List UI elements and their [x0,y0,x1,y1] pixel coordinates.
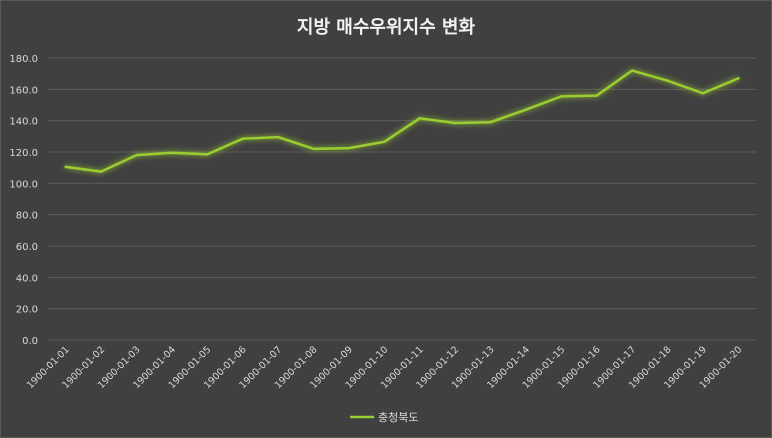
data-point [666,79,669,82]
data-point [241,137,244,140]
series-line [64,69,740,173]
data-point [170,151,174,154]
chart-title: 지방 매수우위지수 변화 [297,17,476,38]
y-tick-label: 180.0 [9,54,38,65]
data-point [524,108,528,111]
y-tick-label: 120.0 [9,148,38,159]
y-axis: 0.0 20.0 40.0 60.0 80.0 100.0 120.0 140.0 160.0 1… [9,54,38,347]
data-point [347,146,351,150]
y-tick-label: 0.0 [22,336,38,347]
gridlines [48,57,756,341]
series-layer [64,69,740,173]
data-point [312,147,315,151]
y-tick-label: 60.0 [16,242,38,253]
data-point [64,165,67,169]
y-tick-label: 140.0 [9,117,38,128]
data-point [453,121,457,125]
data-point [383,140,386,144]
data-point [630,69,634,72]
y-tick-label: 80.0 [16,211,38,222]
data-point [276,135,280,139]
data-point [489,121,492,124]
y-tick-label: 20.0 [16,305,38,316]
data-point [99,170,103,173]
y-tick-label: 100.0 [9,179,38,190]
data-point [701,92,705,95]
data-point [135,153,138,157]
data-point [560,95,563,98]
y-tick-label: 40.0 [16,273,38,284]
x-axis: 1900-01-011900-01-021900-01-031900-01-04… [25,344,744,391]
legend-label: 충청북도 [378,411,418,424]
data-point [206,153,209,156]
legend: 충청북도 [350,411,418,424]
data-point [737,77,740,80]
data-point [418,117,421,120]
data-point [595,94,598,97]
y-tick-label: 160.0 [9,85,38,96]
